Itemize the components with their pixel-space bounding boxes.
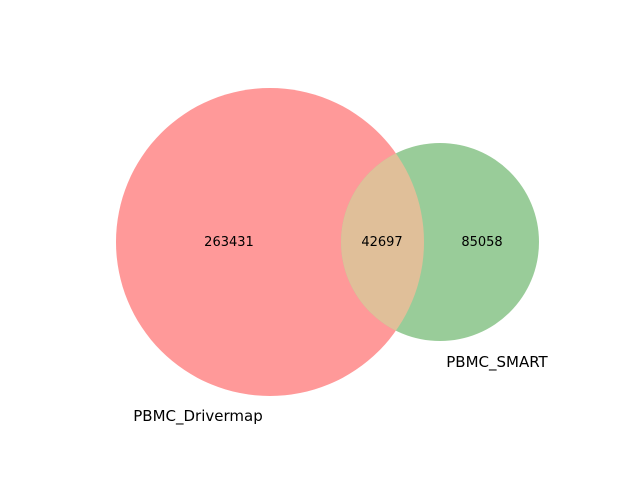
set-a-circle (116, 88, 424, 396)
intersection-count: 42697 (361, 235, 402, 250)
set-a-only-count: 263431 (204, 235, 254, 250)
set-b-only-count: 85058 (461, 235, 502, 250)
set-a-label: PBMC_Drivermap (133, 407, 262, 426)
set-b-label: PBMC_SMART (446, 353, 548, 372)
intersection-region (341, 143, 424, 341)
